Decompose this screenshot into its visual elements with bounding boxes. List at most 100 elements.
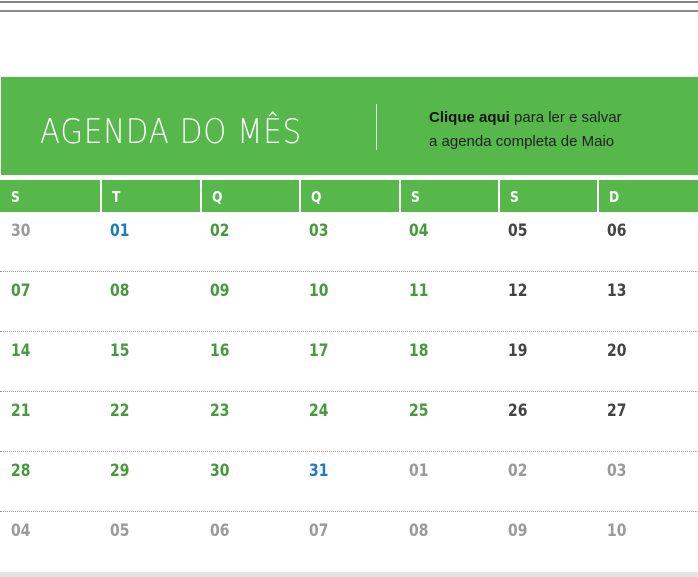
day-number: 11: [409, 281, 429, 301]
top-rule-secondary: [0, 10, 698, 12]
calendar-day-cell[interactable]: 10: [597, 512, 698, 572]
calendar-day-cell[interactable]: 08: [399, 512, 498, 572]
day-number: 30: [11, 221, 31, 241]
day-number: 03: [309, 221, 329, 241]
calendar-day-cell[interactable]: 21: [0, 392, 100, 452]
calendar-day-cell[interactable]: 06: [597, 212, 698, 272]
bottom-bar: [0, 572, 698, 577]
day-number: 01: [110, 221, 130, 241]
weekday-header-4: S: [399, 180, 498, 212]
calendar-day-cell[interactable]: 09: [200, 272, 299, 332]
calendar-day-cell[interactable]: 01: [399, 452, 498, 512]
calendar-day-cell[interactable]: 29: [100, 452, 200, 512]
day-number: 25: [409, 401, 429, 421]
calendar-day-cell[interactable]: 05: [100, 512, 200, 572]
calendar-day-cell[interactable]: 09: [498, 512, 597, 572]
calendar-day-cell[interactable]: 30: [0, 212, 100, 272]
day-number: 19: [508, 341, 528, 361]
day-number: 14: [11, 341, 31, 361]
weekday-label: S: [11, 188, 20, 206]
day-number: 02: [508, 461, 528, 481]
calendar-day-cell[interactable]: 02: [498, 452, 597, 512]
calendar-day-cell[interactable]: 28: [0, 452, 100, 512]
day-number: 17: [309, 341, 329, 361]
day-number: 29: [110, 461, 130, 481]
weekday-header-0: S: [0, 180, 100, 212]
calendar-day-cell[interactable]: 02: [200, 212, 299, 272]
calendar-day-cell[interactable]: 10: [299, 272, 399, 332]
calendar-day-cell[interactable]: 04: [0, 512, 100, 572]
calendar-week-row: 04 05 06 07 08 09 10: [0, 512, 698, 572]
day-number: 21: [11, 401, 31, 421]
calendar-day-cell[interactable]: 25: [399, 392, 498, 452]
day-number: 23: [210, 401, 230, 421]
day-number: 30: [210, 461, 230, 481]
calendar-day-cell[interactable]: 31: [299, 452, 399, 512]
cta-bold-text[interactable]: Clique aqui: [429, 109, 510, 126]
calendar-day-cell[interactable]: 05: [498, 212, 597, 272]
calendar-day-cell[interactable]: 06: [200, 512, 299, 572]
calendar-week-row: 30 01 02 03 04 05 06: [0, 212, 698, 272]
calendar-day-cell[interactable]: 11: [399, 272, 498, 332]
calendar-day-cell[interactable]: 30: [200, 452, 299, 512]
calendar-day-cell[interactable]: 16: [200, 332, 299, 392]
weekday-header-5: S: [498, 180, 597, 212]
page-title: AGENDA DO MÊS: [40, 112, 303, 152]
calendar-day-cell[interactable]: 20: [597, 332, 698, 392]
calendar-day-cell[interactable]: 27: [597, 392, 698, 452]
weekday-label: Q: [311, 188, 322, 206]
day-number: 12: [508, 281, 528, 301]
calendar-week-row: 07 08 09 10 11 12 13: [0, 272, 698, 332]
calendar-grid: 30 01 02 03 04 05 06 07 08 09 10 11 12 13 14 15 16 17 18 19…: [0, 212, 698, 572]
cta-text-line2[interactable]: a agenda completa de Maio: [429, 133, 615, 150]
day-number: 09: [210, 281, 230, 301]
calendar-week-row: 14 15 16 17 18 19 20: [0, 332, 698, 392]
weekday-header-2: Q: [200, 180, 299, 212]
calendar-day-cell[interactable]: 24: [299, 392, 399, 452]
calendar-day-cell[interactable]: 03: [597, 452, 698, 512]
day-number: 06: [607, 221, 627, 241]
calendar-day-cell[interactable]: 23: [200, 392, 299, 452]
calendar-day-cell[interactable]: 08: [100, 272, 200, 332]
calendar-day-cell[interactable]: 04: [399, 212, 498, 272]
calendar-day-cell[interactable]: 07: [299, 512, 399, 572]
day-number: 16: [210, 341, 230, 361]
calendar-day-cell[interactable]: 15: [100, 332, 200, 392]
calendar-day-cell[interactable]: 17: [299, 332, 399, 392]
day-number: 04: [11, 521, 31, 541]
day-number: 13: [607, 281, 627, 301]
calendar-day-cell[interactable]: 14: [0, 332, 100, 392]
calendar-week-row: 21 22 23 24 25 26 27: [0, 392, 698, 452]
day-number: 04: [409, 221, 429, 241]
day-number: 05: [508, 221, 528, 241]
calendar-day-cell[interactable]: 18: [399, 332, 498, 392]
calendar-day-cell[interactable]: 26: [498, 392, 597, 452]
calendar-day-cell[interactable]: 13: [597, 272, 698, 332]
day-number: 01: [409, 461, 429, 481]
day-number: 26: [508, 401, 528, 421]
cta-text-line1[interactable]: para ler e salvar: [509, 109, 622, 126]
day-number: 06: [210, 521, 230, 541]
day-number: 02: [210, 221, 230, 241]
day-number: 07: [11, 281, 31, 301]
day-number: 18: [409, 341, 429, 361]
agenda-banner: [1, 77, 698, 175]
calendar-day-cell[interactable]: 19: [498, 332, 597, 392]
day-number: 10: [309, 281, 329, 301]
calendar-day-cell[interactable]: 03: [299, 212, 399, 272]
banner-divider: [376, 104, 377, 150]
read-full-agenda-link[interactable]: Clique aqui para ler e salvar a agenda c…: [429, 106, 622, 154]
calendar-day-cell[interactable]: 01: [100, 212, 200, 272]
day-number: 07: [309, 521, 329, 541]
calendar-day-cell[interactable]: 07: [0, 272, 100, 332]
day-number: 22: [110, 401, 130, 421]
day-number: 31: [309, 461, 329, 481]
calendar-week-row: 28 29 30 31 01 02 03: [0, 452, 698, 512]
day-number: 27: [607, 401, 627, 421]
day-number: 28: [11, 461, 31, 481]
calendar-day-cell[interactable]: 22: [100, 392, 200, 452]
day-number: 09: [508, 521, 528, 541]
calendar-day-cell[interactable]: 12: [498, 272, 597, 332]
day-number: 08: [409, 521, 429, 541]
weekday-header-1: T: [100, 180, 200, 212]
